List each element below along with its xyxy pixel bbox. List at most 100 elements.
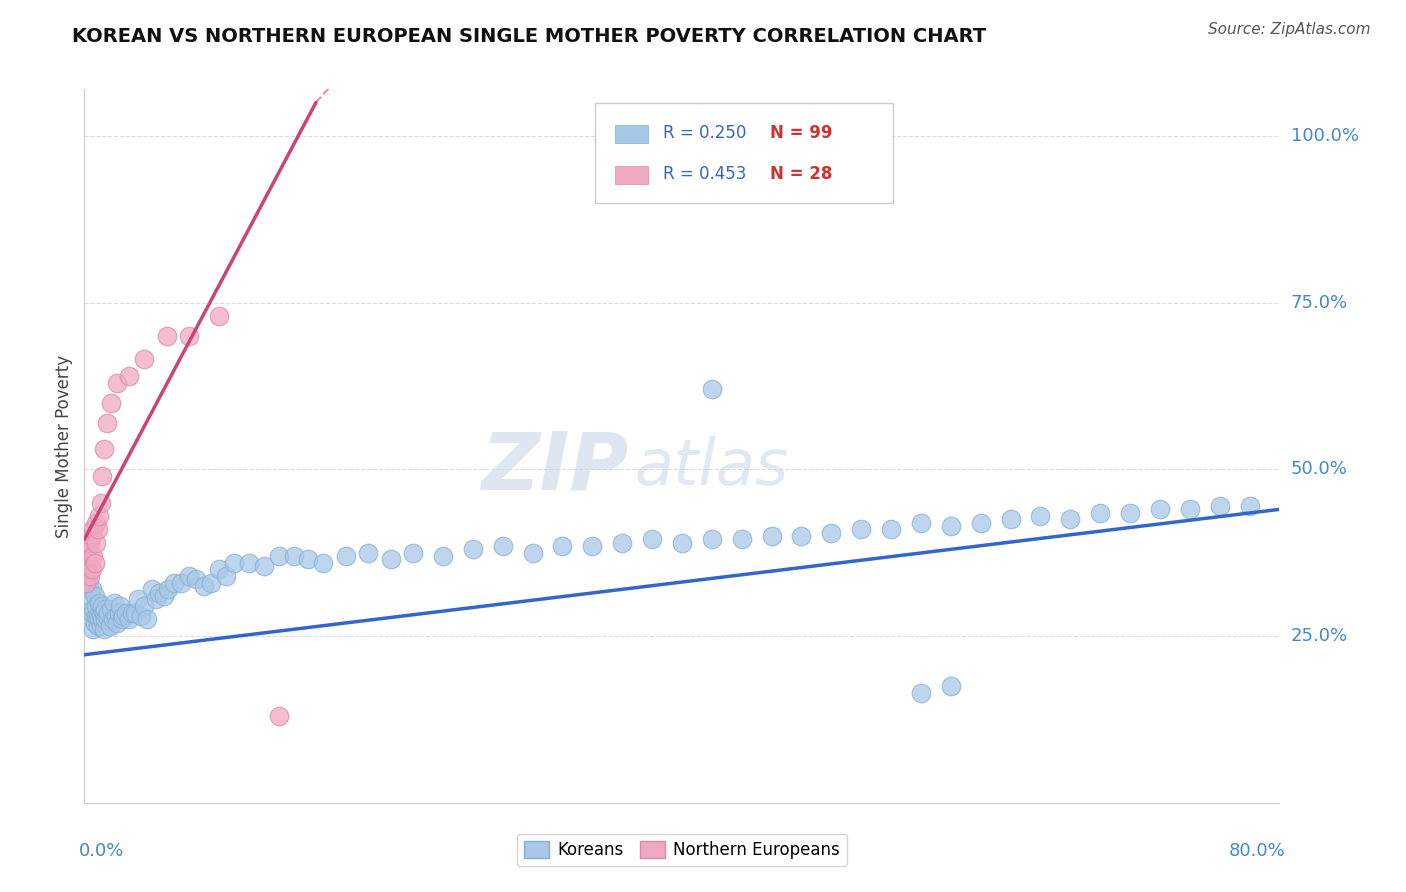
Point (91, 469, 114, 483)
Point (105, 615, 128, 630)
Point (170, 575, 193, 590)
Point (82, 522, 104, 536)
Point (335, 549, 357, 563)
Point (79, 569, 101, 583)
Point (215, 569, 238, 583)
Point (76, 562, 98, 576)
Point (121, 606, 143, 620)
Text: ZIP: ZIP (481, 428, 628, 507)
Point (132, 352, 156, 367)
Point (112, 609, 135, 624)
Point (118, 612, 141, 626)
Point (94, 612, 117, 626)
Point (79, 589, 101, 603)
Point (86, 535, 108, 549)
Point (93, 606, 115, 620)
Point (461, 542, 484, 557)
Text: atlas: atlas (634, 436, 789, 499)
Point (522, 546, 544, 560)
Point (76, 582, 98, 597)
Point (93, 442, 115, 457)
Point (98, 619, 121, 633)
Point (551, 539, 574, 553)
Point (101, 612, 124, 626)
Point (297, 552, 319, 566)
Point (90, 619, 112, 633)
Point (222, 556, 245, 570)
Point (402, 546, 425, 560)
FancyBboxPatch shape (595, 103, 893, 203)
Text: KOREAN VS NORTHERN EUROPEAN SINGLE MOTHER POVERTY CORRELATION CHART: KOREAN VS NORTHERN EUROPEAN SINGLE MOTHE… (73, 28, 987, 46)
Bar (614, 125, 648, 143)
Point (193, 579, 215, 593)
Point (89, 612, 111, 626)
Text: Source: ZipAtlas.com: Source: ZipAtlas.com (1208, 22, 1371, 37)
Text: N = 99: N = 99 (770, 124, 832, 142)
Text: 75.0%: 75.0% (1291, 293, 1348, 311)
Point (83, 615, 105, 630)
Point (177, 329, 200, 343)
Text: R = 0.453: R = 0.453 (662, 165, 747, 183)
Point (86, 516, 108, 530)
Point (1209, 499, 1232, 513)
Point (94, 602, 117, 616)
Point (110, 599, 132, 613)
Point (141, 582, 163, 597)
Text: N = 28: N = 28 (770, 165, 832, 183)
Point (148, 585, 170, 599)
Point (77, 556, 100, 570)
Point (1239, 499, 1261, 513)
Point (100, 602, 122, 616)
Point (641, 533, 664, 547)
Point (1059, 512, 1081, 526)
Point (145, 592, 167, 607)
Text: 100.0%: 100.0% (1291, 127, 1358, 145)
Point (671, 535, 693, 549)
Point (104, 609, 127, 624)
Point (970, 516, 993, 530)
Point (87, 619, 110, 633)
Point (89, 596, 111, 610)
Point (910, 516, 932, 530)
Point (90, 496, 112, 510)
Point (208, 309, 231, 323)
Point (129, 609, 152, 624)
Point (96, 609, 118, 624)
Point (132, 599, 156, 613)
Point (910, 686, 932, 700)
Point (939, 679, 962, 693)
Point (83, 589, 105, 603)
Point (90, 609, 112, 624)
Point (80, 529, 103, 543)
Point (939, 519, 962, 533)
Point (200, 575, 222, 590)
Point (612, 535, 634, 549)
Point (82, 602, 104, 616)
Point (790, 529, 813, 543)
Point (91, 612, 114, 626)
Text: R = 0.250: R = 0.250 (662, 124, 747, 142)
Point (79, 535, 101, 549)
Point (124, 606, 146, 620)
Text: 0.0%: 0.0% (79, 842, 124, 860)
Point (80, 562, 103, 576)
Point (880, 522, 903, 536)
Point (820, 525, 842, 540)
Point (86, 599, 108, 613)
Point (312, 556, 335, 570)
Bar (614, 166, 648, 184)
Text: 25.0%: 25.0% (1291, 627, 1348, 645)
Point (111, 612, 134, 626)
Point (157, 582, 180, 597)
Point (87, 522, 110, 536)
Point (75, 575, 97, 590)
Legend: Koreans, Northern Europeans: Koreans, Northern Europeans (517, 834, 846, 866)
Point (1000, 512, 1022, 526)
Point (77, 575, 100, 590)
Point (432, 549, 454, 563)
Point (83, 556, 105, 570)
Point (77, 535, 100, 549)
Y-axis label: Single Mother Poverty: Single Mother Poverty (55, 354, 73, 538)
Point (186, 573, 208, 587)
Point (1090, 506, 1112, 520)
